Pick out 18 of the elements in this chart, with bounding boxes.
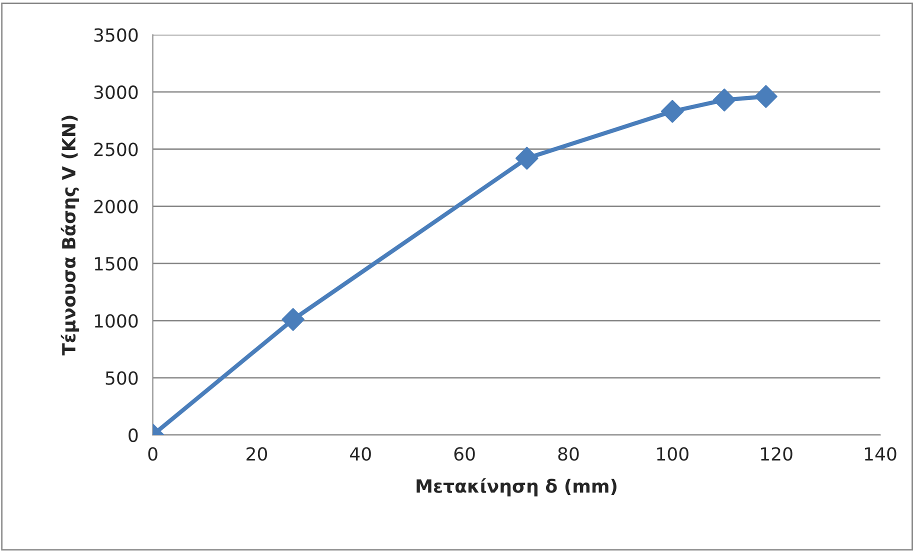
- x-tick-label: 120: [761, 447, 792, 461]
- y-tick-label: 0: [128, 428, 138, 442]
- y-axis-title: Τέμνουσα Βάσης V (KN): [60, 116, 80, 356]
- x-tick-label: 80: [558, 447, 579, 461]
- y-tick-label: 3500: [94, 28, 138, 42]
- x-tick-label: 40: [350, 447, 371, 461]
- x-tick-label: 60: [454, 447, 475, 461]
- y-tick-label: 2000: [94, 200, 138, 214]
- x-axis-title: Μετακίνηση δ (mm): [416, 478, 616, 496]
- y-tick-label: 1000: [94, 314, 138, 328]
- x-tick-label: 100: [657, 447, 688, 461]
- y-tick-label: 1500: [94, 256, 138, 271]
- y-tick-label: 2500: [94, 142, 138, 156]
- y-tick-label: 3000: [94, 85, 138, 100]
- x-tick-label: 0: [148, 447, 158, 461]
- x-tick-label: 20: [246, 447, 268, 461]
- x-tick-label: 140: [864, 447, 896, 461]
- y-tick-label: 500: [106, 371, 138, 385]
